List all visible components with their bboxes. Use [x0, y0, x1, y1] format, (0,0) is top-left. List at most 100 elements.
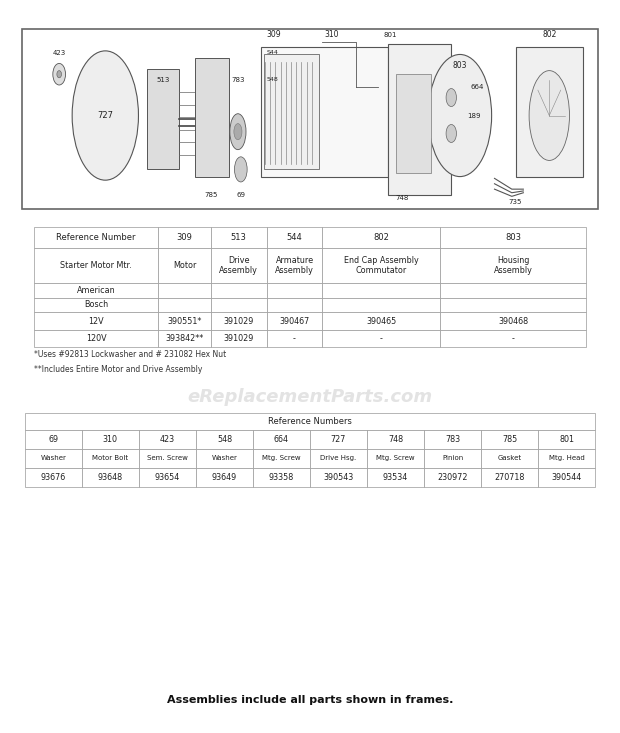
Ellipse shape	[72, 51, 138, 180]
Text: *Uses #92813 Lockwasher and # 231082 Hex Nut: *Uses #92813 Lockwasher and # 231082 Hex…	[34, 350, 226, 359]
Bar	[139, 449, 196, 468]
Text: 544: 544	[286, 233, 303, 242]
Text: S44: S44	[267, 50, 278, 55]
Bar	[322, 312, 440, 330]
Bar	[82, 468, 139, 487]
Text: Gasket: Gasket	[498, 455, 521, 461]
Bar	[538, 468, 595, 487]
Text: 69: 69	[48, 435, 58, 443]
Bar	[34, 330, 158, 347]
Text: 12V: 12V	[88, 317, 104, 325]
Text: Washer: Washer	[40, 455, 66, 461]
Bar	[139, 468, 196, 487]
Text: 309: 309	[177, 233, 192, 242]
Bar	[440, 298, 586, 312]
Bar	[440, 248, 586, 283]
Text: 783: 783	[231, 77, 245, 83]
Text: 548: 548	[267, 77, 278, 82]
Text: 727: 727	[331, 435, 346, 443]
Bar	[158, 312, 211, 330]
Text: 802: 802	[542, 30, 557, 39]
Bar	[25, 430, 82, 449]
Text: 803: 803	[505, 233, 521, 242]
Bar	[310, 468, 367, 487]
Bar	[195, 58, 229, 177]
Bar	[538, 449, 595, 468]
Text: **Includes Entire Motor and Drive Assembly: **Includes Entire Motor and Drive Assemb…	[34, 365, 203, 374]
Ellipse shape	[446, 89, 456, 106]
Text: Sem. Screw: Sem. Screw	[147, 455, 188, 461]
Bar	[310, 449, 367, 468]
Bar	[139, 430, 196, 449]
Ellipse shape	[53, 64, 66, 85]
Bar	[34, 298, 158, 312]
Ellipse shape	[230, 114, 246, 150]
Bar	[538, 430, 595, 449]
Text: 391029: 391029	[224, 317, 254, 325]
Bar	[367, 468, 424, 487]
Ellipse shape	[529, 70, 570, 161]
Bar	[158, 298, 211, 312]
Bar	[158, 227, 211, 248]
Bar	[253, 430, 310, 449]
Text: Reference Number: Reference Number	[56, 233, 136, 242]
Bar	[267, 298, 322, 312]
Text: 748: 748	[396, 195, 409, 201]
Bar	[267, 312, 322, 330]
Text: 801: 801	[384, 32, 397, 37]
Bar	[34, 312, 158, 330]
Text: 802: 802	[373, 233, 389, 242]
Text: Reference Numbers: Reference Numbers	[268, 417, 352, 426]
Bar	[211, 298, 267, 312]
Bar	[322, 330, 440, 347]
Text: 310: 310	[103, 435, 118, 443]
Text: Washer: Washer	[211, 455, 237, 461]
Text: 785: 785	[204, 191, 218, 197]
Text: -: -	[512, 334, 515, 343]
Text: 803: 803	[453, 61, 467, 70]
Text: American: American	[77, 286, 115, 295]
Bar	[34, 283, 158, 298]
Ellipse shape	[446, 125, 456, 142]
Bar	[481, 449, 538, 468]
Text: Armature
Assembly: Armature Assembly	[275, 256, 314, 275]
Bar	[196, 468, 253, 487]
Text: eReplacementParts.com: eReplacementParts.com	[187, 388, 433, 407]
Bar	[25, 468, 82, 487]
Ellipse shape	[234, 157, 247, 182]
Bar	[211, 248, 267, 283]
Text: 727: 727	[97, 111, 113, 120]
Bar	[322, 248, 440, 283]
Text: 391029: 391029	[224, 334, 254, 343]
Text: 93534: 93534	[383, 473, 408, 482]
Ellipse shape	[57, 70, 61, 78]
Text: 390468: 390468	[498, 317, 528, 325]
Bar	[322, 283, 440, 298]
Text: Motor: Motor	[173, 261, 196, 270]
Text: Pinion: Pinion	[442, 455, 463, 461]
Text: 513: 513	[231, 233, 247, 242]
Bar	[267, 248, 322, 283]
Bar	[148, 69, 179, 169]
Bar	[267, 330, 322, 347]
Text: 189: 189	[467, 113, 480, 119]
Bar	[196, 449, 253, 468]
Bar	[34, 227, 158, 248]
Text: 423: 423	[160, 435, 175, 443]
Bar	[25, 449, 82, 468]
Text: Starter Motor Mtr.: Starter Motor Mtr.	[60, 261, 132, 270]
Text: 664: 664	[471, 84, 484, 89]
Bar	[211, 330, 267, 347]
Text: 310: 310	[324, 30, 339, 39]
Text: Housing
Assembly: Housing Assembly	[494, 256, 533, 275]
Text: 390544: 390544	[552, 473, 582, 482]
Bar	[211, 283, 267, 298]
Text: 423: 423	[53, 50, 66, 56]
Bar	[253, 449, 310, 468]
Bar	[211, 312, 267, 330]
Bar	[22, 29, 598, 209]
Bar	[440, 312, 586, 330]
Text: 748: 748	[388, 435, 403, 443]
Bar	[25, 413, 595, 430]
Bar	[261, 47, 388, 177]
